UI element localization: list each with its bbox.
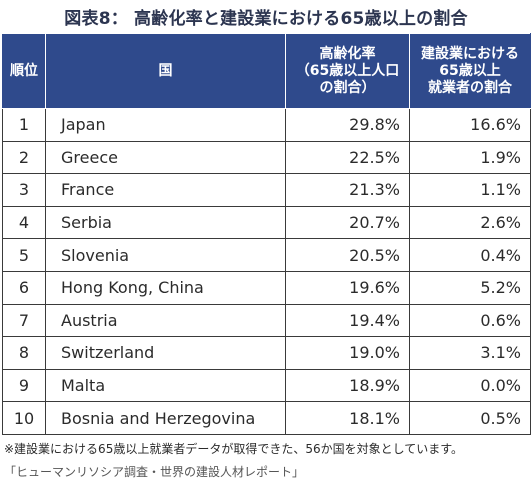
table-header-row: 順位 国 高齢化率 （65歳以上人口 の割合） 建設業における 65歳以上 就業…: [2, 33, 531, 109]
country-cell: Austria: [45, 303, 286, 338]
rank-cell: 3: [2, 173, 46, 207]
country-cell: Slovenia: [45, 238, 286, 272]
construction-share-cell: 0.0%: [409, 368, 531, 403]
rank-cell: 7: [2, 303, 46, 338]
header-rank: 順位: [2, 33, 46, 109]
aging-rate-cell: 19.4%: [285, 303, 410, 338]
construction-share-cell: 1.1%: [409, 173, 531, 207]
country-cell: Malta: [45, 368, 286, 403]
table-row: 7 Austria 19.4% 0.6%: [2, 303, 531, 338]
construction-share-cell: 0.6%: [409, 303, 531, 338]
aging-rate-cell: 29.8%: [285, 108, 410, 142]
rank-cell: 8: [2, 336, 46, 370]
table-row: 9 Malta 18.9% 0.0%: [2, 368, 531, 403]
rank-cell: 2: [2, 140, 46, 175]
country-cell: Bosnia and Herzegovina: [45, 401, 286, 435]
table-body: 1 Japan 29.8% 16.6% 2 Greece 22.5% 1.9% 3 France 2…: [2, 108, 531, 435]
construction-share-cell: 2.6%: [409, 205, 531, 240]
country-cell: Switzerland: [45, 336, 286, 370]
table-row: 1 Japan 29.8% 16.6%: [2, 108, 531, 142]
chart-title: 図表8： 高齢化率と建設業における65歳以上の割合: [64, 9, 468, 29]
aging-rate-cell: 20.7%: [285, 205, 410, 240]
rank-cell: 5: [2, 238, 46, 272]
aging-rate-cell: 18.1%: [285, 401, 410, 435]
footnote: ※建設業における65歳以上就業者データが取得できた、56か国を対象としています。: [4, 442, 464, 456]
construction-share-cell: 0.4%: [409, 238, 531, 272]
country-cell: Greece: [45, 140, 286, 175]
construction-share-cell: 0.5%: [409, 401, 531, 435]
rank-cell: 6: [2, 270, 46, 305]
aging-rate-cell: 18.9%: [285, 368, 410, 403]
construction-share-cell: 16.6%: [409, 108, 531, 142]
construction-share-cell: 5.2%: [409, 270, 531, 305]
table-row: 4 Serbia 20.7% 2.6%: [2, 205, 531, 240]
aging-rate-cell: 19.6%: [285, 270, 410, 305]
country-cell: France: [45, 173, 286, 207]
header-country: 国: [45, 33, 286, 109]
aging-rate-cell: 21.3%: [285, 173, 410, 207]
table-row: 2 Greece 22.5% 1.9%: [2, 140, 531, 175]
aging-rate-cell: 19.0%: [285, 336, 410, 370]
table-row: 3 France 21.3% 1.1%: [2, 173, 531, 207]
rank-cell: 4: [2, 205, 46, 240]
country-cell: Hong Kong, China: [45, 270, 286, 305]
rank-cell: 1: [2, 108, 46, 142]
aging-rate-cell: 22.5%: [285, 140, 410, 175]
construction-share-cell: 3.1%: [409, 336, 531, 370]
rank-cell: 10: [2, 401, 46, 435]
aging-rate-cell: 20.5%: [285, 238, 410, 272]
table-row: 8 Switzerland 19.0% 3.1%: [2, 336, 531, 370]
source-note: 「ヒューマンリソシア調査・世界の建設人材レポート」: [4, 465, 305, 479]
table-row: 10 Bosnia and Herzegovina 18.1% 0.5%: [2, 401, 531, 435]
ranking-table: 順位 国 高齢化率 （65歳以上人口 の割合） 建設業における 65歳以上 就業…: [2, 33, 531, 435]
country-cell: Serbia: [45, 205, 286, 240]
rank-cell: 9: [2, 368, 46, 403]
header-construction-share: 建設業における 65歳以上 就業者の割合: [409, 33, 531, 109]
header-aging-rate: 高齢化率 （65歳以上人口 の割合）: [285, 33, 410, 109]
country-cell: Japan: [45, 108, 286, 142]
table-row: 5 Slovenia 20.5% 0.4%: [2, 238, 531, 272]
construction-share-cell: 1.9%: [409, 140, 531, 175]
table-row: 6 Hong Kong, China 19.6% 5.2%: [2, 270, 531, 305]
